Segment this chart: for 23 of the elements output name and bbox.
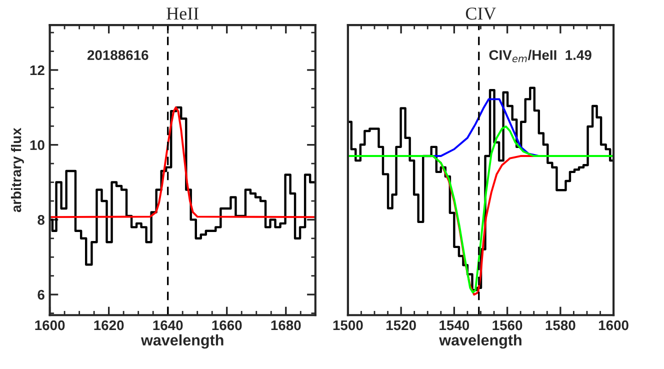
x-tick-label: 1600 [598, 320, 628, 330]
x-tick-label: 1600 [35, 320, 65, 330]
x-tick-label: 1640 [153, 320, 183, 330]
y-tick-label: 6 [38, 290, 44, 300]
x-tick-label: 1540 [440, 320, 470, 330]
x-tick-label: 1560 [492, 320, 522, 330]
chart-title: HeII [166, 8, 199, 20]
y-axis-title: arbitrary flux [10, 128, 24, 212]
annotation: 20188616 [87, 50, 148, 60]
x-tick-label: 1660 [212, 320, 242, 330]
line-series [50, 106, 316, 218]
text: CIV$_{em}$/HeII 1.49 [489, 50, 592, 62]
y-tick-label: 8 [38, 215, 45, 225]
x-tick-label: 1500 [333, 320, 363, 330]
x-axis-title: wavelength [439, 334, 522, 349]
chart-title: CIV [466, 8, 496, 20]
x-tick-label: 1520 [386, 320, 416, 330]
y-tick-label: 10 [30, 140, 44, 150]
x-tick-label: 1620 [94, 320, 124, 330]
x-axis-title: wavelength [140, 334, 224, 349]
x-tick-label: 1680 [271, 320, 301, 330]
y-tick-label: 12 [30, 65, 44, 76]
x-tick-label: 1580 [546, 320, 576, 330]
